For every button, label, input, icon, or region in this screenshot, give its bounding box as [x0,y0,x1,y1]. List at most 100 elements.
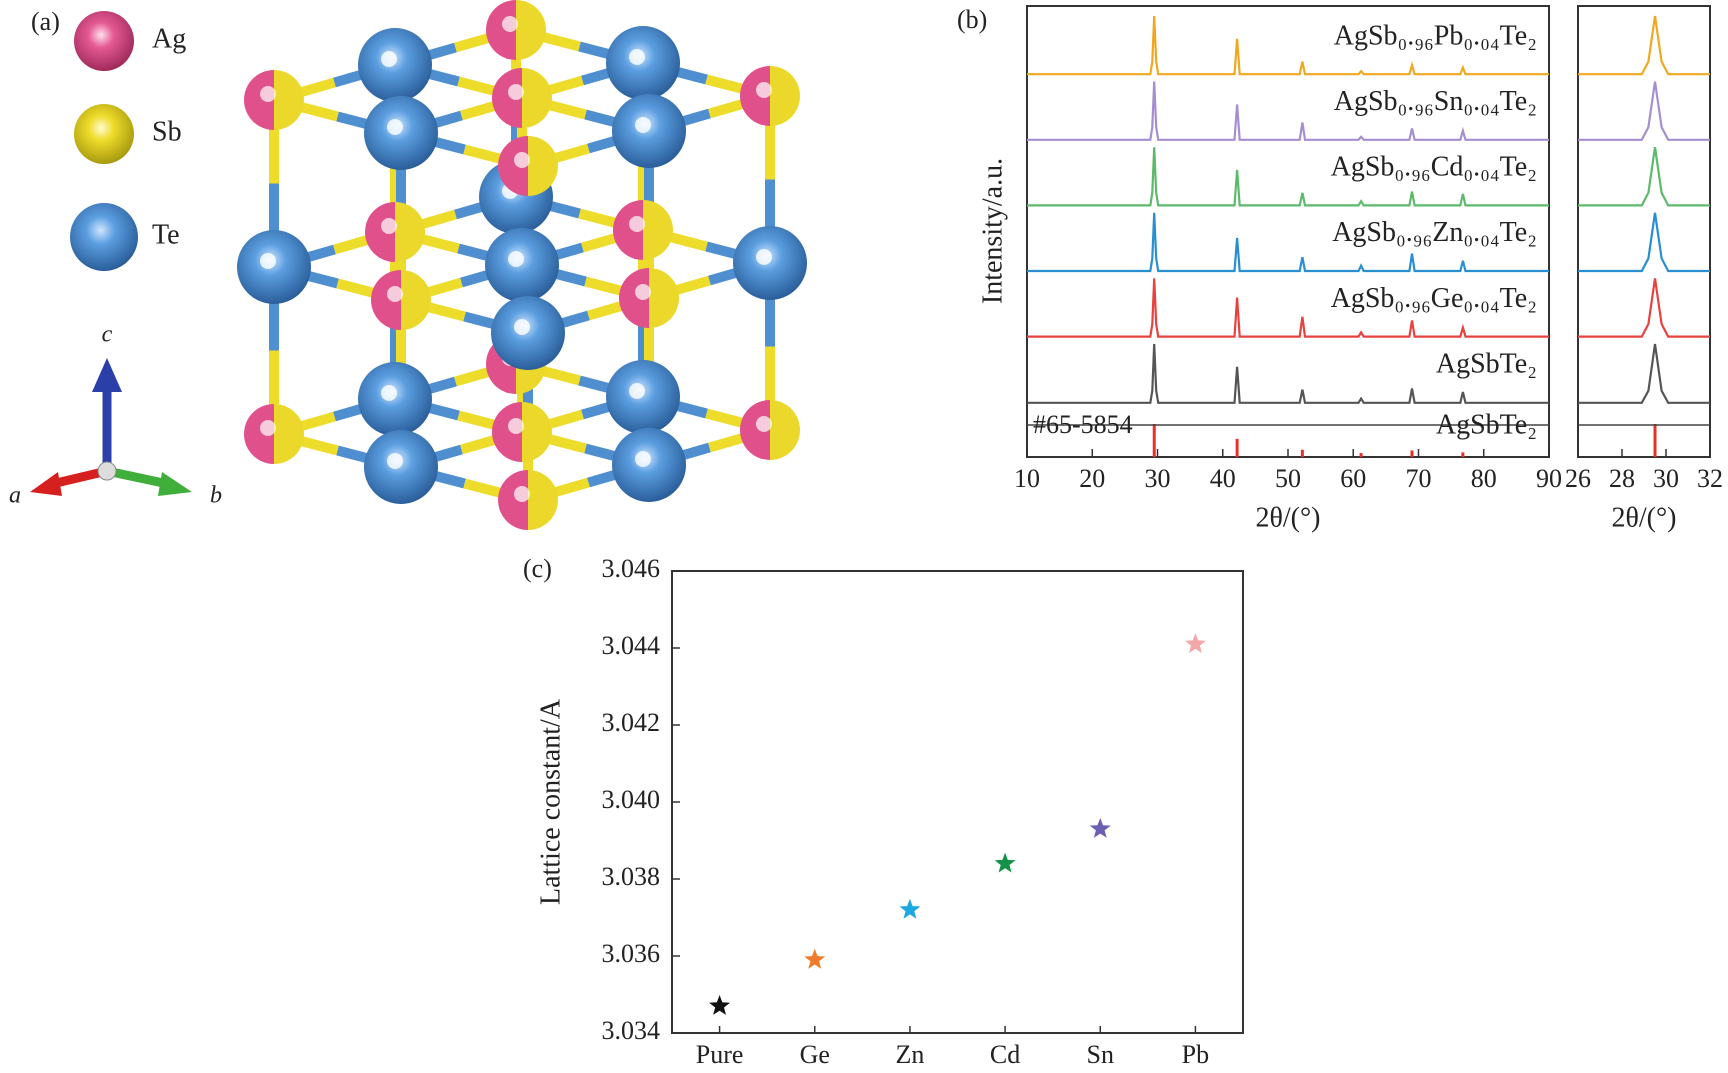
atom-shine [508,84,524,100]
xrd-line [1027,15,1549,76]
te-atom [733,226,807,300]
star-marker [804,948,826,969]
legend-label: Te [152,219,180,250]
x-tick-label: 30 [1653,464,1679,493]
te-atom [358,362,432,436]
series-label: AgSb₀.₉₆Zn₀.₀₄Te₂ [1332,217,1537,248]
star-marker [709,995,730,1015]
atom-shine [502,16,518,32]
xrd-line [1578,147,1710,207]
te-atom [364,96,438,170]
y-tick-label: 3.036 [602,939,661,968]
atom-shine [635,451,651,467]
ag-sb-atom [365,202,425,262]
atom-shine [387,453,403,469]
x-tick-label: 80 [1471,464,1497,493]
atom-shine [260,86,276,102]
te-atom [358,28,432,102]
atom-shine [381,218,397,234]
atom-shine [756,249,772,265]
te-atom [606,360,680,434]
atom-shine [260,420,276,436]
y-tick-label: 3.040 [602,785,661,814]
panel-label: (a) [31,7,60,36]
x-tick-label: 32 [1697,464,1723,493]
xrd-line [1578,278,1710,338]
atom-shine [629,383,645,399]
star-marker [1089,817,1111,838]
atom-shine [756,82,772,98]
atom-shine [629,49,645,65]
star-marker [994,852,1016,873]
inset-frame [1577,5,1711,458]
x-axis-label: 2θ/(°) [1611,502,1676,533]
ag-sb-atom [371,270,431,330]
x-tick-label: 28 [1609,464,1635,493]
reference-name: AgSbTe₂ [1436,409,1537,440]
y-axis-label: Intensity/a.u. [977,158,1008,304]
crystal-structure [237,0,807,530]
atom-shine [756,416,772,432]
y-tick-label: 3.038 [602,862,661,891]
atom-shine [508,251,524,267]
te-atom [491,296,565,370]
chart-marks: 10 20 30 40 50 60 70 80 90 AgSbTe₂ AgSb₀.₉₆Ge₀.₀₄T… [602,15,1723,1069]
x-tick-label: Ge [800,1040,830,1069]
xrd-line [1027,81,1549,141]
xrd-panel [1027,15,1549,457]
atom-shine [381,385,397,401]
xrd-line [1578,343,1710,404]
panel-label: (c) [523,554,552,583]
series-label: AgSb₀.₉₆Sn₀.₀₄Te₂ [1334,86,1537,117]
atom-shine [635,117,651,133]
x-tick-label: 70 [1406,464,1432,493]
te-atom [606,26,680,100]
x-tick-label: 50 [1275,464,1301,493]
x-tick-label: 60 [1340,464,1366,493]
atom-shine [514,319,530,335]
x-tick-label: 40 [1210,464,1236,493]
legend-label: Ag [152,23,186,54]
legend-sb-atom [74,104,134,164]
xrd-line [1578,81,1710,141]
axis-name: b [210,483,222,509]
x-tick-label: 26 [1565,464,1591,493]
series-label: AgSb₀.₉₆Pb₀.₀₄Te₂ [1334,20,1537,51]
atom-shine [381,51,397,67]
xrd-line [1027,147,1549,207]
atom-shine [514,152,530,168]
ag-sb-atom [740,400,800,460]
atom-shine [514,486,530,502]
ag-sb-atom [492,402,552,462]
te-atom [364,430,438,504]
star-marker [1185,633,1206,653]
y-tick-label: 3.042 [602,708,661,737]
legend-ag-atom [74,11,134,71]
te-atom [237,230,311,304]
atom-shine [387,286,403,302]
panel-label: (b) [957,5,987,34]
reference-id: #65-5854 [1033,410,1133,439]
te-atom [612,94,686,168]
axis-name: a [9,483,21,509]
series-label: AgSbTe₂ [1436,348,1537,379]
y-tick-label: 3.034 [602,1016,661,1045]
x-tick-label: Pb [1182,1040,1209,1069]
atom-shine [629,216,645,232]
plot-frame [671,570,1244,1034]
y-tick-label: 3.046 [602,554,661,583]
ag-sb-atom [498,470,558,530]
xrd-line [1578,212,1710,273]
ag-sb-atom [486,0,546,60]
x-tick-label: 30 [1145,464,1171,493]
xrd-line [1578,15,1710,76]
te-atom [485,228,559,302]
y-tick-label: 3.044 [602,631,661,660]
x-tick-label: 10 [1014,464,1040,493]
ag-sb-atom [498,136,558,196]
atom-shine [387,119,403,135]
x-tick-label: Pure [696,1040,744,1069]
x-tick-label: 20 [1079,464,1105,493]
star-marker [899,898,921,919]
